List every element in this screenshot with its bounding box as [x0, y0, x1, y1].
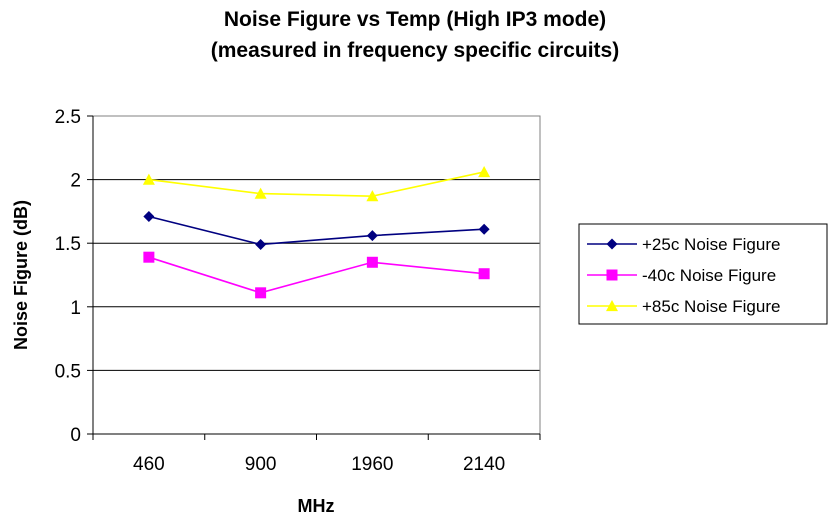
legend-marker [606, 300, 618, 312]
chart-title: Noise Figure vs Temp (High IP3 mode) [224, 8, 606, 31]
legend-box [578, 223, 828, 325]
x-tick-label: 900 [245, 454, 277, 475]
series-line-3 [148, 171, 485, 197]
axes: 0 0.5 1 1.5 2 2.5 460 900 1960 2140 [55, 107, 541, 475]
chart-subtitle: (measured in frequency specific circuits… [211, 39, 619, 62]
data-point [143, 210, 155, 222]
data-point [254, 187, 267, 199]
data-point [143, 251, 155, 263]
legend: +25c Noise Figure -40c Noise Figure +85c N… [578, 223, 828, 325]
data-point [478, 223, 490, 235]
data-point [366, 230, 378, 242]
data-point [366, 190, 379, 202]
series-line-2 [148, 256, 485, 294]
y-tick-label: 0 [70, 425, 81, 446]
x-tick-label: 2140 [463, 454, 505, 475]
plot-area-border [92, 115, 541, 435]
data-point [255, 238, 267, 250]
data-point [255, 287, 267, 299]
legend-marker [606, 269, 618, 281]
y-tick-label: 1 [70, 298, 81, 319]
y-tick-label: 2 [70, 171, 81, 192]
series-lines [142, 165, 491, 299]
y-axis-label: Noise Figure (dB) [11, 200, 31, 350]
gridlines [93, 179, 540, 371]
y-tick-label: 2.5 [55, 107, 81, 128]
x-axis-label: MHz [298, 496, 335, 516]
series-line-1 [148, 215, 485, 246]
data-point [366, 256, 378, 268]
legend-label: +25c Noise Figure [642, 235, 780, 254]
x-tick-label: 1960 [351, 454, 393, 475]
data-point [478, 268, 490, 280]
legend-label: +85c Noise Figure [642, 297, 780, 316]
legend-marker [606, 238, 618, 250]
legend-label: -40c Noise Figure [642, 266, 776, 285]
y-tick-label: 0.5 [55, 361, 81, 382]
data-point [142, 173, 155, 185]
y-tick-label: 1.5 [55, 234, 81, 255]
data-point [478, 165, 491, 178]
x-tick-label: 460 [133, 454, 165, 475]
